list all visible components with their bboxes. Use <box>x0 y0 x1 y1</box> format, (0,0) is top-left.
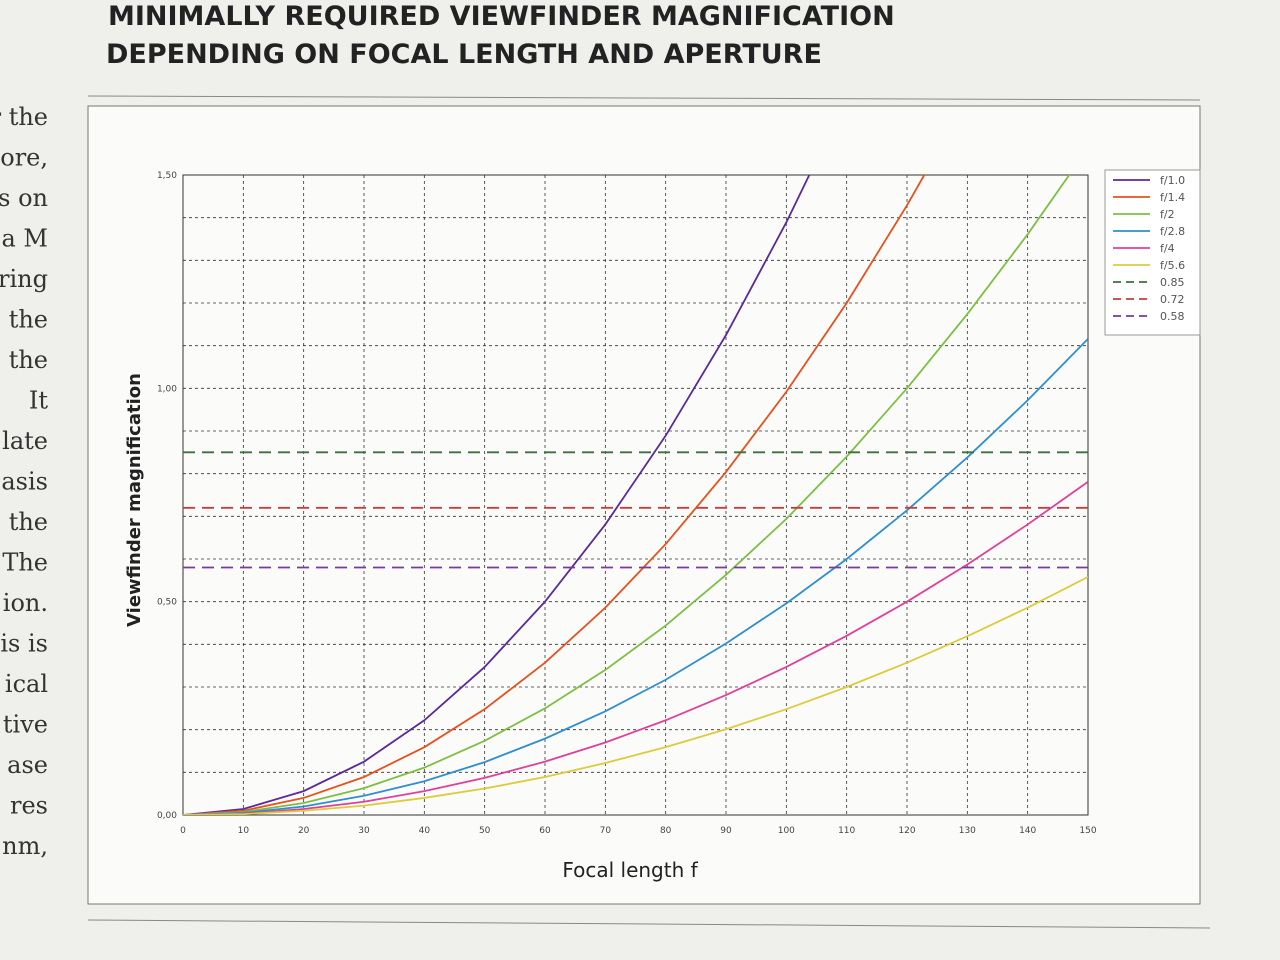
rule <box>87 919 1211 929</box>
legend-label: f/2.8 <box>1160 225 1185 238</box>
margin-text: asis <box>1 468 48 496</box>
x-tick-label: 130 <box>959 826 976 836</box>
rule <box>87 95 1201 101</box>
series-line <box>183 175 811 815</box>
lines <box>183 175 1088 815</box>
margin-text: tive <box>3 711 48 739</box>
x-tick-label: 140 <box>1019 826 1036 836</box>
margin-text: nore, <box>0 144 48 172</box>
margin-text: ds on <box>0 184 48 212</box>
margin-text: The <box>2 549 48 577</box>
legend-box <box>1104 169 1201 336</box>
title-line: DEPENDING ON FOCAL LENGTH AND APERTURE <box>106 39 822 70</box>
y-tick-label: 0,50 <box>157 598 177 608</box>
margin-text: the <box>9 346 48 374</box>
series-line <box>183 481 1088 815</box>
margin-text: r the <box>0 103 48 131</box>
chart-frame <box>87 105 1201 905</box>
legend-label: f/1.4 <box>1160 191 1185 204</box>
margin-text: nm, <box>2 832 48 860</box>
x-tick-label: 10 <box>238 826 250 836</box>
margin-text: a M <box>1 225 48 253</box>
x-tick-label: 0 <box>180 826 186 836</box>
x-tick-label: 50 <box>479 826 491 836</box>
x-tick-label: 120 <box>898 826 915 836</box>
margin-text: the <box>9 306 48 334</box>
legend-label: f/2 <box>1160 208 1175 221</box>
x-tick-label: 40 <box>419 826 431 836</box>
series-line <box>183 576 1088 815</box>
margin-text: ion. <box>3 589 48 617</box>
x-tick-label: 60 <box>539 826 551 836</box>
margin-text: ical <box>5 670 48 698</box>
series-line <box>183 175 926 815</box>
margin-text: res <box>10 792 48 820</box>
x-tick-label: 80 <box>660 826 672 836</box>
legend-label: 0.85 <box>1160 276 1185 289</box>
margin-text: the <box>9 508 48 536</box>
legend-label: 0.72 <box>1160 293 1185 306</box>
series-line <box>183 338 1088 815</box>
margin-text: ring <box>0 265 48 293</box>
legend-label: 0.58 <box>1160 310 1185 323</box>
x-tick-label: 110 <box>838 826 855 836</box>
x-tick-label: 20 <box>298 826 310 836</box>
margin-text: It <box>29 387 48 415</box>
y-tick-label: 1,00 <box>157 384 177 394</box>
margin-text: is is <box>0 630 48 658</box>
legend-label: f/1.0 <box>1160 174 1185 187</box>
x-tick-label: 90 <box>720 826 732 836</box>
x-tick-label: 70 <box>600 826 612 836</box>
y-tick-label: 0,00 <box>157 811 177 821</box>
series-line <box>183 175 1071 815</box>
x-tick-label: 150 <box>1079 826 1096 836</box>
x-tick-label: 30 <box>358 826 370 836</box>
margin-text: ase <box>7 751 48 779</box>
y-axis-label: Viewfinder magnification <box>124 373 145 627</box>
x-axis-label: Focal length f <box>562 858 698 882</box>
legend-label: f/4 <box>1160 242 1175 255</box>
x-tick-label: 100 <box>778 826 795 836</box>
title-line: MINIMALLY REQUIRED VIEWFINDER MAGNIFICAT… <box>108 1 895 32</box>
y-tick-label: 1,50 <box>157 171 177 181</box>
legend-label: f/5.6 <box>1160 259 1185 272</box>
margin-text: late <box>2 427 48 455</box>
